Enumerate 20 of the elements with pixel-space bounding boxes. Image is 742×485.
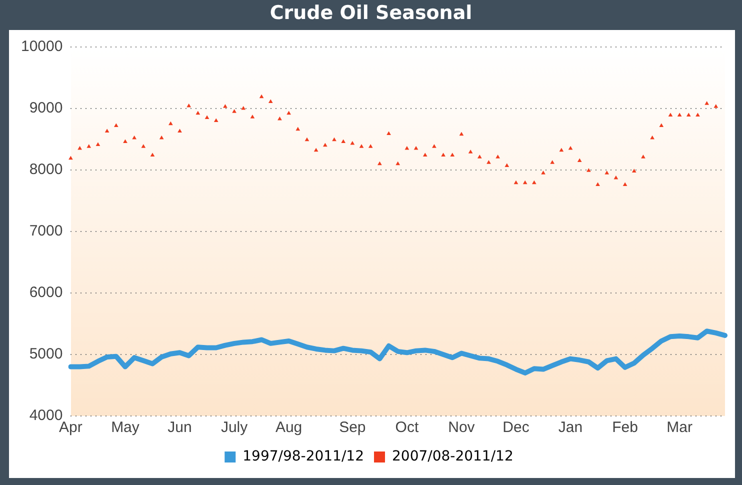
x-tick-label: May: [111, 419, 140, 436]
x-tick-label: July: [220, 419, 248, 436]
x-tick-label: Nov: [448, 419, 476, 436]
y-tick-label: 5000: [29, 346, 63, 363]
x-tick-label: Dec: [502, 419, 530, 436]
y-tick-label: 8000: [29, 161, 63, 178]
x-tick-label: Feb: [612, 419, 638, 436]
x-tick-label: Oct: [395, 419, 420, 436]
x-tick-label: Aug: [275, 419, 302, 436]
chart-title: Crude Oil Seasonal: [268, 2, 474, 24]
y-tick-label: 6000: [29, 284, 63, 302]
x-tick-label: Jan: [558, 419, 583, 436]
legend-label: 1997/98-2011/12: [242, 448, 364, 465]
y-tick-label: 9000: [29, 100, 63, 117]
legend-label: 2007/08-2011/12: [392, 448, 514, 465]
x-tick-label: Sep: [339, 419, 366, 436]
y-tick-label: 10000: [20, 38, 63, 56]
y-tick-label: 7000: [29, 222, 63, 240]
x-tick-label: Jun: [168, 419, 192, 436]
x-tick-label: Mar: [666, 419, 692, 436]
